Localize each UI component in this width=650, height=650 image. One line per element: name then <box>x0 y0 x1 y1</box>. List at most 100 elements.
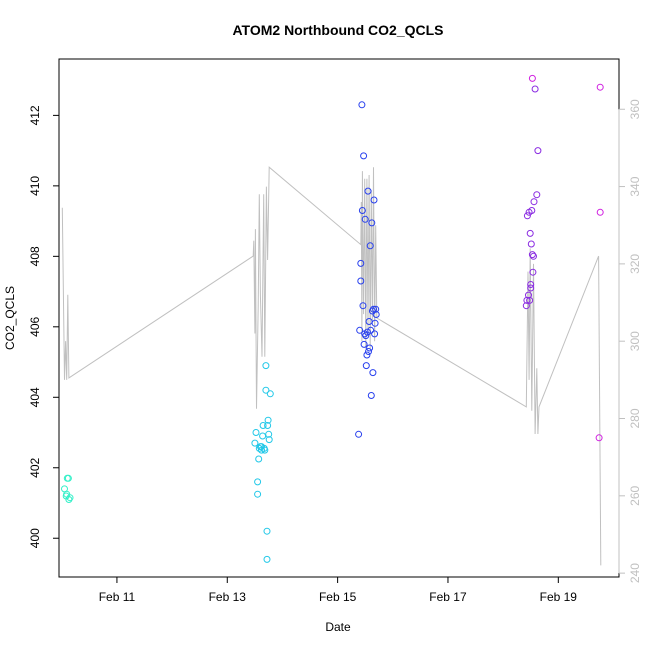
data-point <box>251 439 259 447</box>
x-axis-label: Date <box>325 620 351 634</box>
data-point <box>367 392 375 399</box>
x-axis: Feb 11 Feb 13 Feb 15 Feb 17 Feb 19 <box>99 577 578 604</box>
data-point <box>528 251 536 259</box>
data-point <box>363 328 371 336</box>
plot-frame <box>58 58 620 578</box>
y-tick-label: 404 <box>28 387 42 407</box>
data-point <box>372 305 380 313</box>
data-point <box>370 196 378 204</box>
data-point <box>66 494 74 502</box>
data-point <box>527 281 535 288</box>
y-axis-left: 400 402 404 406 408 410 412 <box>28 105 59 548</box>
data-point <box>366 242 374 250</box>
data-point <box>362 362 370 370</box>
y2-tick-label: 340 <box>628 176 642 196</box>
y2-tick-label: 360 <box>628 99 642 119</box>
data-point <box>358 101 366 109</box>
data-point <box>63 490 71 498</box>
y-tick-label: 408 <box>28 246 42 266</box>
data-point <box>534 147 542 155</box>
data-point <box>527 284 535 292</box>
data-point <box>530 198 538 206</box>
data-point <box>369 369 377 377</box>
data-point <box>365 348 372 355</box>
data-point <box>266 390 274 398</box>
data-point <box>529 268 537 276</box>
data-point <box>259 432 267 440</box>
x-tick-label: Feb 15 <box>319 590 357 604</box>
data-point <box>366 344 374 352</box>
data-point <box>530 252 537 260</box>
y2-tick-label: 320 <box>628 254 642 274</box>
x-tick-label: Feb 17 <box>429 590 467 604</box>
data-point <box>527 240 535 248</box>
data-point <box>263 527 271 535</box>
data-point <box>362 332 370 340</box>
data-point <box>525 291 532 299</box>
data-point <box>265 436 273 444</box>
y-tick-label: 410 <box>28 176 42 196</box>
data-point <box>361 215 369 223</box>
y-axis-label: CO2_QCLS <box>3 286 17 350</box>
y-tick-label: 406 <box>28 316 42 336</box>
y-tick-label: 400 <box>28 528 42 548</box>
data-point <box>355 430 363 438</box>
data-point <box>365 318 373 325</box>
data-point <box>367 326 375 334</box>
data-point <box>528 207 536 214</box>
data-point <box>531 85 539 93</box>
data-point <box>64 474 72 482</box>
data-point <box>526 296 534 304</box>
y-axis-right: 240 260 280 300 320 340 360 <box>618 99 642 583</box>
data-point <box>356 326 364 334</box>
data-point <box>368 219 376 227</box>
data-point <box>262 362 270 370</box>
data-point <box>265 430 273 438</box>
data-point <box>358 207 366 214</box>
x-tick-label: Feb 13 <box>209 590 247 604</box>
data-point <box>263 555 271 563</box>
y-tick-label: 412 <box>28 105 42 125</box>
data-point <box>528 74 536 82</box>
data-point <box>264 416 272 424</box>
data-point <box>363 351 371 359</box>
data-point <box>595 434 603 442</box>
data-point <box>359 302 367 310</box>
data-point <box>526 229 534 237</box>
y-tick-label: 402 <box>28 457 42 477</box>
data-point <box>252 429 260 436</box>
data-point <box>372 311 380 318</box>
data-point <box>254 478 262 486</box>
series-line <box>61 166 602 566</box>
x-tick-label: Feb 19 <box>540 590 578 604</box>
data-point <box>360 152 368 160</box>
points-layer <box>61 74 604 563</box>
x-tick-label: Feb 11 <box>99 590 136 604</box>
data-point <box>264 422 272 429</box>
data-point <box>522 302 530 310</box>
y2-tick-label: 300 <box>628 331 642 351</box>
chart-title: ATOM2 Northbound CO2_QCLS <box>232 22 443 38</box>
data-point <box>364 187 372 195</box>
data-point <box>262 386 270 394</box>
data-point <box>255 455 263 463</box>
data-point <box>596 208 604 216</box>
data-point <box>357 259 365 267</box>
data-point <box>596 83 604 91</box>
data-point <box>371 319 379 327</box>
data-point <box>533 191 541 199</box>
data-point <box>371 330 379 338</box>
data-point <box>360 340 368 348</box>
data-point <box>258 443 265 451</box>
y2-tick-label: 260 <box>628 485 642 505</box>
y2-tick-label: 280 <box>628 408 642 428</box>
line-layer <box>61 166 602 566</box>
data-point <box>357 277 365 285</box>
data-point <box>368 307 376 315</box>
y2-tick-label: 240 <box>628 563 642 583</box>
data-point <box>523 212 531 220</box>
data-point <box>259 422 267 429</box>
data-point <box>370 305 377 313</box>
data-point <box>254 490 262 498</box>
